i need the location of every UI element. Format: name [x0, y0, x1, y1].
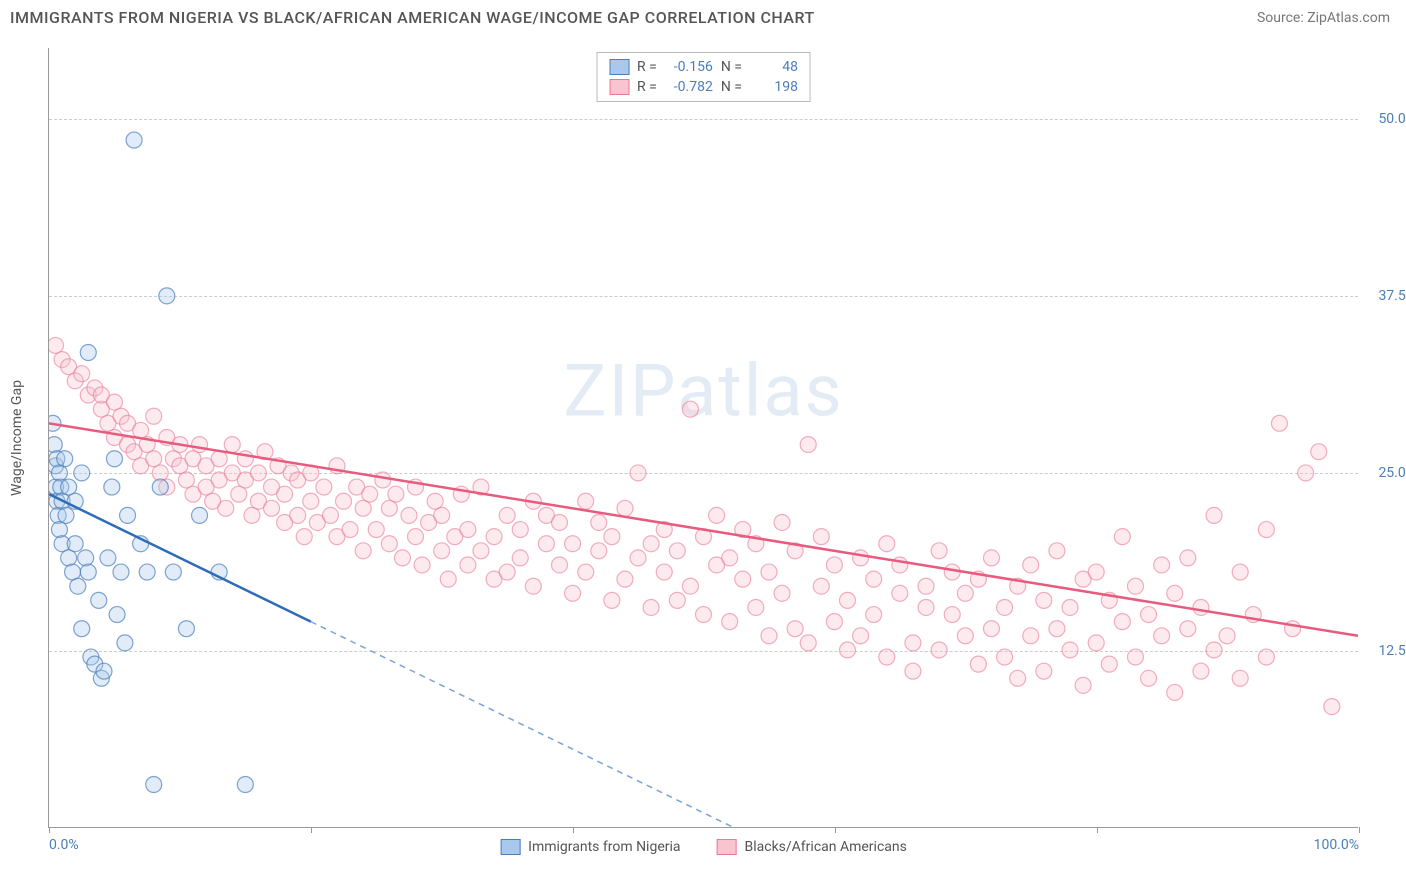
- x-tick: [1359, 827, 1360, 833]
- x-tick-label: 0.0%: [49, 837, 79, 853]
- swatch-nigeria-icon: [500, 839, 520, 855]
- y-tick-label: 25.0%: [1378, 465, 1406, 481]
- y-axis-title: Wage/Income Gap: [9, 380, 25, 496]
- x-tick: [835, 827, 836, 833]
- legend-item-nigeria: Immigrants from Nigeria: [500, 839, 680, 855]
- y-tick-label: 50.0%: [1378, 111, 1406, 127]
- x-tick: [573, 827, 574, 833]
- source-label: Source: ZipAtlas.com: [1257, 10, 1390, 26]
- stat-r-label: R =: [637, 79, 657, 95]
- stat-n-label: N =: [721, 59, 742, 75]
- stats-row-nigeria: R = -0.156 N = 48: [609, 57, 798, 77]
- scatter-plot-svg: [49, 48, 1358, 827]
- x-tick: [1097, 827, 1098, 833]
- chart-plot-area: Wage/Income Gap ZIPatlas R = -0.156 N = …: [48, 48, 1358, 828]
- x-tick: [49, 827, 50, 833]
- stat-r-nigeria: -0.156: [665, 59, 713, 75]
- stat-n-blackaa: 198: [750, 79, 798, 95]
- bottom-legend: Immigrants from Nigeria Blacks/African A…: [500, 839, 907, 855]
- y-tick-label: 37.5%: [1378, 288, 1406, 304]
- legend-item-blackaa: Blacks/African Americans: [717, 839, 907, 855]
- x-tick-label: 100.0%: [1314, 837, 1359, 853]
- legend-label-nigeria: Immigrants from Nigeria: [528, 839, 680, 855]
- legend-label-blackaa: Blacks/African Americans: [745, 839, 907, 855]
- swatch-blackaa-icon: [717, 839, 737, 855]
- stat-n-label: N =: [721, 79, 742, 95]
- stats-legend-box: R = -0.156 N = 48 R = -0.782 N = 198: [596, 52, 811, 102]
- swatch-blackaa-icon: [609, 79, 629, 95]
- y-tick-label: 12.5%: [1378, 643, 1406, 659]
- swatch-nigeria-icon: [609, 59, 629, 75]
- chart-title: IMMIGRANTS FROM NIGERIA VS BLACK/AFRICAN…: [10, 8, 815, 27]
- stats-row-blackaa: R = -0.782 N = 198: [609, 77, 798, 97]
- stat-r-blackaa: -0.782: [665, 79, 713, 95]
- stat-r-label: R =: [637, 59, 657, 75]
- stat-n-nigeria: 48: [750, 59, 798, 75]
- x-tick: [311, 827, 312, 833]
